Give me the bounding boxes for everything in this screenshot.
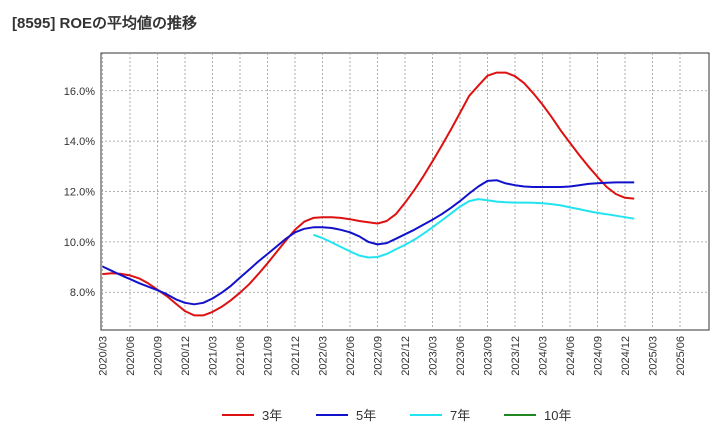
x-tick-label: 2024/09 [593,336,605,376]
legend-label: 10年 [544,408,571,423]
x-axis: 2020/03 2020/06 2020/09 2020/12 2021/03 2021/… [98,336,688,376]
x-tick-label: 2021/12 [290,336,302,376]
series-line-7年 [312,198,635,259]
x-tick-label: 2022/09 [373,336,385,376]
x-tick-label: 2023/03 [428,336,440,376]
x-tick-label: 2020/09 [153,336,165,376]
x-tick-label: 2021/09 [263,336,275,376]
x-tick-label: 2023/12 [510,336,522,376]
legend-label: 3年 [262,408,282,423]
x-tick-label: 2022/03 [318,336,330,376]
chart-title: [8595] ROEの平均値の推移 [12,15,198,32]
legend-label: 7年 [450,408,470,423]
y-tick-label: 8.0% [70,287,95,299]
series-line-3年 [102,71,635,317]
series-layer [102,71,635,317]
x-tick-label: 2024/12 [620,336,632,376]
x-tick-label: 2021/06 [235,336,247,376]
x-tick-label: 2024/03 [538,336,550,376]
x-tick-label: 2023/06 [455,336,467,376]
x-tick-label: 2024/06 [565,336,577,376]
x-tick-label: 2022/06 [345,336,357,376]
y-tick-label: 12.0% [64,187,95,199]
y-tick-label: 14.0% [64,136,95,148]
y-axis: 8.0% 10.0% 12.0% 14.0% 16.0% [64,86,95,299]
legend: 3年 5年 7年 10年 [222,408,571,423]
y-tick-label: 10.0% [64,237,95,249]
x-tick-label: 2020/03 [98,336,110,376]
x-tick-label: 2020/12 [180,336,192,376]
x-tick-label: 2025/06 [675,336,687,376]
x-tick-label: 2025/03 [648,336,660,376]
x-tick-label: 2020/06 [125,336,137,376]
x-tick-label: 2021/03 [208,336,220,376]
series-line-5年 [102,179,635,306]
x-tick-label: 2022/12 [400,336,412,376]
y-tick-label: 16.0% [64,86,95,98]
legend-label: 5年 [356,408,376,423]
x-tick-label: 2023/09 [483,336,495,376]
grid-layer [101,53,709,330]
